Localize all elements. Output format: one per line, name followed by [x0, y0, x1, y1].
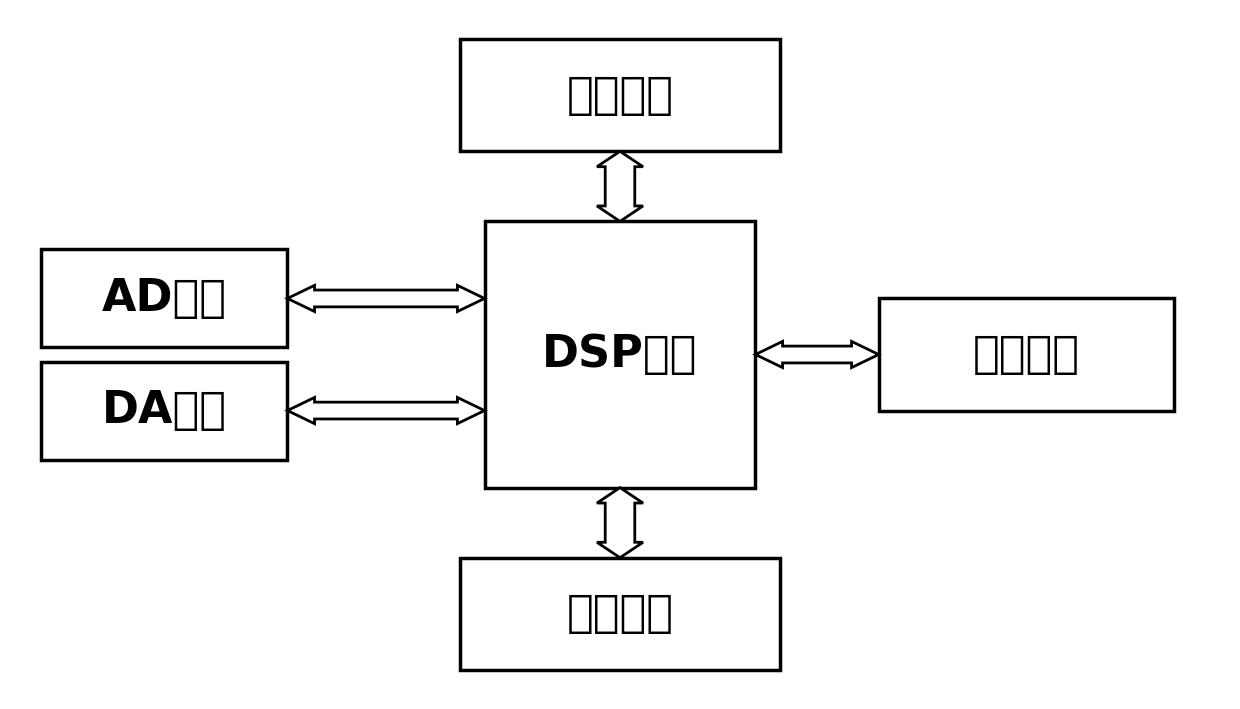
Bar: [460, 39, 780, 151]
Text: DSP芯片: DSP芯片: [542, 333, 698, 376]
Text: 复位电路: 复位电路: [567, 592, 673, 635]
Text: DA输出: DA输出: [102, 389, 227, 432]
Polygon shape: [288, 398, 485, 424]
Text: 电源电路: 电源电路: [973, 333, 1080, 376]
Bar: [485, 221, 755, 488]
Bar: [41, 362, 288, 459]
Polygon shape: [288, 285, 485, 311]
Text: AD输入: AD输入: [102, 277, 227, 320]
Text: 时钟电路: 时钟电路: [567, 74, 673, 117]
Bar: [41, 250, 288, 347]
Polygon shape: [596, 488, 644, 558]
Polygon shape: [755, 342, 879, 367]
Polygon shape: [596, 151, 644, 221]
Bar: [460, 558, 780, 670]
Bar: [879, 298, 1174, 411]
